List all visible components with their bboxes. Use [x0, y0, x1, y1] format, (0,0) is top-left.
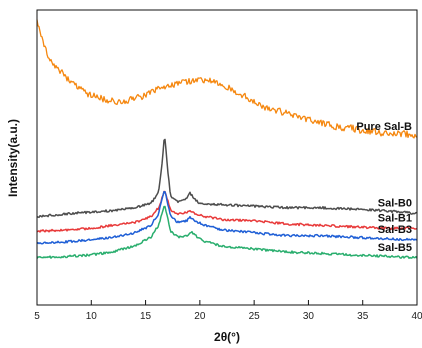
x-tick-label: 5 — [34, 311, 40, 322]
series-label-sal-b5: Sal-B5 — [378, 242, 412, 254]
plot-frame — [36, 9, 418, 306]
x-tick-label: 20 — [194, 311, 206, 322]
x-tick-label: 30 — [303, 311, 315, 322]
series-line-sal-b5 — [36, 205, 418, 260]
series-line-sal-b3 — [36, 190, 418, 245]
x-tick-label: 10 — [86, 311, 98, 322]
series-line-sal-b1 — [36, 190, 418, 233]
x-tick-label: 35 — [357, 311, 369, 322]
series-line-pure-sal-b — [36, 19, 418, 139]
series-label-pure-sal-b: Pure Sal-B — [356, 121, 412, 133]
x-axis: 5 10 15 20 25 30 35 40 — [34, 300, 422, 322]
series-line-sal-b0 — [36, 138, 418, 219]
y-axis-title: Intensity(a.u.) — [6, 119, 20, 197]
x-tick-label: 15 — [140, 311, 152, 322]
x-tick-label: 25 — [249, 311, 261, 322]
x-axis-title: 2θ(°) — [214, 330, 240, 344]
series-label-sal-b0: Sal-B0 — [378, 198, 412, 210]
x-tick-label: 40 — [411, 311, 422, 322]
series-label-sal-b1: Sal-B1 — [378, 212, 412, 224]
series-label-sal-b3: Sal-B3 — [378, 224, 412, 236]
